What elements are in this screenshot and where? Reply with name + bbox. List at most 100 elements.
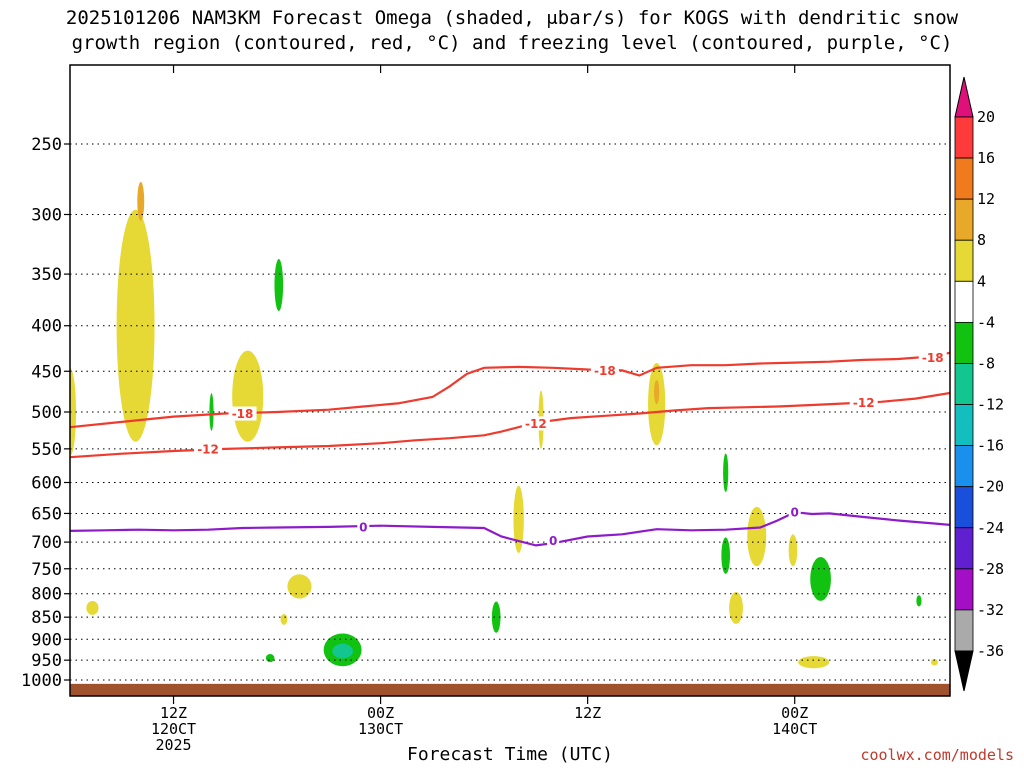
y-tick-label-550: 550 bbox=[31, 440, 62, 460]
contour-label-8: 0 bbox=[791, 506, 799, 520]
contour-label-3: -12 bbox=[197, 442, 219, 456]
omega-region-26 bbox=[916, 595, 922, 607]
colorbar-label-9: -20 bbox=[977, 478, 1004, 496]
omega-region-24 bbox=[721, 537, 730, 574]
y-tick-label-1000: 1000 bbox=[21, 671, 62, 691]
colorbar-label-12: -32 bbox=[977, 601, 1004, 619]
omega-region-1 bbox=[116, 209, 155, 442]
y-tick-label-600: 600 bbox=[31, 473, 62, 493]
omega-region-7 bbox=[513, 485, 524, 553]
omega-region-2 bbox=[137, 181, 145, 221]
y-tick-label-950: 950 bbox=[31, 651, 62, 671]
colorbar-label-7: -12 bbox=[977, 396, 1004, 414]
colorbar-label-4: 4 bbox=[977, 272, 986, 290]
colorbar-band-7 bbox=[954, 404, 974, 447]
contour-label-0: -18 bbox=[232, 407, 254, 421]
plot-area bbox=[70, 65, 950, 696]
contour-label-bg-3 bbox=[194, 441, 223, 456]
colorbar-bottom-arrow bbox=[954, 650, 974, 692]
x-tick-label-3-2: 140CT bbox=[772, 720, 817, 738]
omega-region-14 bbox=[287, 574, 312, 599]
colorbar-label-13: -36 bbox=[977, 642, 1004, 660]
x-tick-label-1-1: 00Z bbox=[367, 704, 394, 722]
colorbar-label-5: -4 bbox=[977, 313, 995, 331]
colorbar-band-5 bbox=[954, 321, 974, 364]
y-tick-label-750: 750 bbox=[31, 560, 62, 580]
colorbar-band-1 bbox=[954, 157, 974, 200]
contour-label-bg-5 bbox=[849, 395, 878, 410]
contour-label-5: -12 bbox=[853, 396, 875, 410]
omega-region-29 bbox=[491, 601, 501, 633]
y-tick-label-800: 800 bbox=[31, 585, 62, 605]
ground-surface bbox=[70, 683, 950, 696]
chart-title-line-1: 2025101206 NAM3KM Forecast Omega (shaded… bbox=[65, 7, 959, 29]
omega-region-15 bbox=[280, 614, 288, 625]
omega-region-25 bbox=[810, 556, 831, 601]
omega-region-16 bbox=[729, 591, 743, 624]
y-tick-label-700: 700 bbox=[31, 533, 62, 553]
omega-region-20 bbox=[274, 259, 284, 311]
colorbar-label-2: 12 bbox=[977, 190, 995, 208]
x-tick-label-1-2: 130CT bbox=[358, 720, 403, 738]
colorbar-band-8 bbox=[954, 445, 974, 488]
colorbar-band-4 bbox=[954, 280, 974, 323]
omega-region-9 bbox=[788, 534, 798, 567]
contour-label-6: 0 bbox=[359, 520, 367, 534]
omega-region-0 bbox=[70, 368, 77, 456]
omega-region-23 bbox=[723, 453, 729, 493]
freezing-level-line bbox=[70, 511, 950, 547]
contour-label-bg-4 bbox=[521, 416, 550, 431]
y-tick-label-450: 450 bbox=[31, 362, 62, 382]
colorbar-band-11 bbox=[954, 568, 974, 611]
contour-label-7: 0 bbox=[549, 534, 557, 548]
omega-region-21 bbox=[209, 393, 214, 431]
omega-region-3 bbox=[232, 350, 264, 442]
plot-frame bbox=[69, 64, 951, 697]
omega-region-5 bbox=[654, 380, 660, 405]
credit-text: coolwx.com/models bbox=[860, 746, 1014, 764]
colorbar-band-2 bbox=[954, 198, 974, 241]
colorbar-band-12 bbox=[954, 609, 974, 652]
y-tick-label-300: 300 bbox=[31, 205, 62, 225]
contour-label-bg-7 bbox=[547, 533, 560, 548]
colorbar-label-6: -8 bbox=[977, 354, 995, 372]
colorbar-label-11: -28 bbox=[977, 560, 1004, 578]
colorbar-band-0 bbox=[954, 116, 974, 159]
contour-label-bg-0 bbox=[228, 406, 257, 421]
omega-region-13 bbox=[86, 601, 99, 615]
x-tick-label-0-3: 2025 bbox=[155, 736, 191, 754]
contour-label-bg-1 bbox=[590, 363, 619, 378]
colorbar-band-9 bbox=[954, 486, 974, 529]
contour-label-1: -18 bbox=[594, 364, 616, 378]
y-tick-label-500: 500 bbox=[31, 403, 62, 423]
contour-label-2: -18 bbox=[922, 351, 944, 365]
y-tick-label-650: 650 bbox=[31, 504, 62, 524]
y-tick-label-400: 400 bbox=[31, 317, 62, 337]
omega-region-30 bbox=[265, 654, 275, 663]
contour-label-bg-8 bbox=[788, 505, 801, 520]
x-tick-label-2-1: 12Z bbox=[574, 704, 601, 722]
colorbar-label-10: -24 bbox=[977, 519, 1004, 537]
y-tick-label-250: 250 bbox=[31, 135, 62, 155]
colorbar-band-10 bbox=[954, 527, 974, 570]
omega-region-8 bbox=[747, 506, 767, 567]
colorbar-top-arrow bbox=[954, 76, 974, 118]
x-tick-label-0-2: 120CT bbox=[151, 720, 196, 738]
x-axis-label: Forecast Time (UTC) bbox=[407, 744, 613, 765]
colorbar-label-1: 16 bbox=[977, 149, 995, 167]
isotherm-line-1 bbox=[70, 391, 950, 459]
contour-label-bg-2 bbox=[918, 350, 947, 365]
y-tick-label-900: 900 bbox=[31, 630, 62, 650]
y-tick-label-850: 850 bbox=[31, 608, 62, 628]
colorbar-label-0: 20 bbox=[977, 108, 995, 126]
omega-region-32 bbox=[332, 643, 353, 659]
omega-region-18 bbox=[798, 656, 830, 669]
colorbar-label-8: -16 bbox=[977, 437, 1004, 455]
omega-region-19 bbox=[931, 658, 938, 666]
x-tick-label-0-1: 12Z bbox=[160, 704, 187, 722]
colorbar-band-6 bbox=[954, 363, 974, 405]
colorbar-band-3 bbox=[954, 239, 974, 282]
contour-label-4: -12 bbox=[525, 417, 547, 431]
colorbar-label-3: 8 bbox=[977, 231, 986, 249]
